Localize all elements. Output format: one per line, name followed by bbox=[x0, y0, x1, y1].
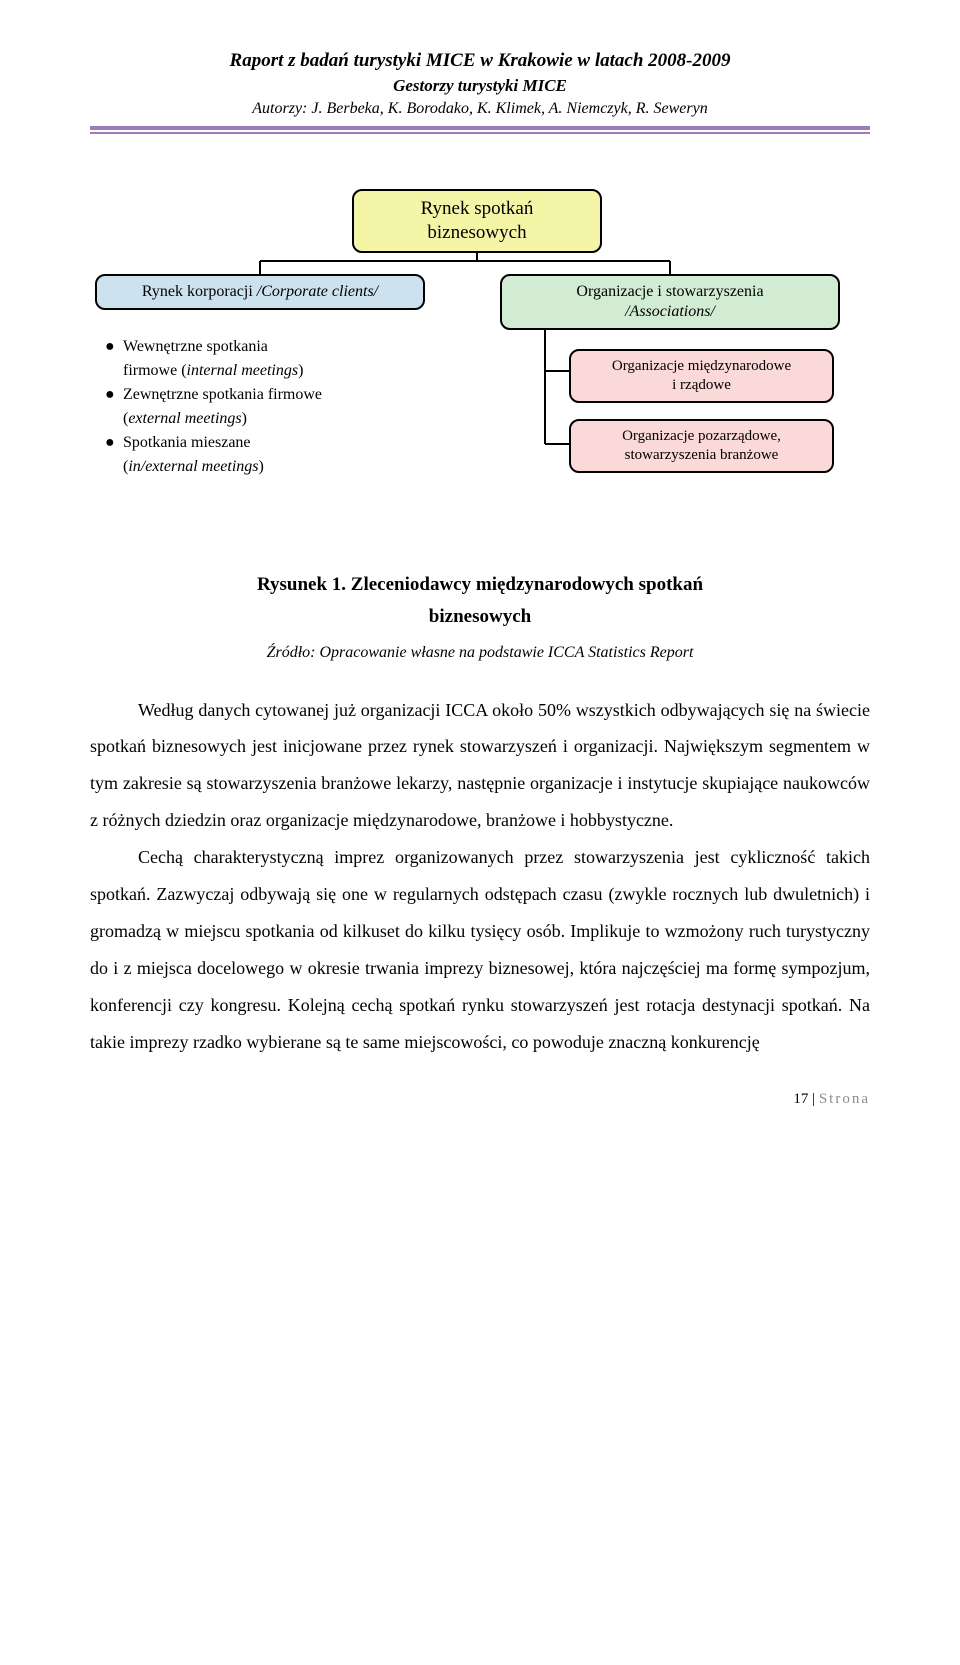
bullet-icon: ● bbox=[105, 383, 123, 431]
figure-caption: Rysunek 1. Zleceniodawcy międzynarodowyc… bbox=[90, 569, 870, 634]
paragraph-2: Cechą charakterystyczną imprez organizow… bbox=[90, 839, 870, 1060]
bullet-text: (external meetings) bbox=[123, 410, 247, 427]
bullet-text: Zewnętrzne spotkania firmowe bbox=[123, 386, 322, 403]
footer-label: Strona bbox=[819, 1091, 870, 1107]
node-corp-text-a: Rynek korporacji bbox=[142, 283, 257, 300]
page-footer: 17 | Strona bbox=[90, 1091, 870, 1108]
node-assoc-line2: /Associations/ bbox=[625, 303, 715, 320]
node-root-line1: Rynek spotkań bbox=[421, 198, 534, 219]
bullet-icon: ● bbox=[105, 431, 123, 479]
header-rule-thin bbox=[90, 132, 870, 134]
report-title: Raport z badań turystyki MICE w Krakowie… bbox=[90, 50, 870, 72]
node-international: Organizacje międzynarodowe i rządowe bbox=[569, 349, 834, 403]
node-ngo-line2: stowarzyszenia branżowe bbox=[625, 447, 779, 463]
org-tree-diagram: Rynek spotkań biznesowych Rynek korporac… bbox=[90, 189, 870, 539]
list-item: ● Zewnętrzne spotkania firmowe (external… bbox=[105, 383, 415, 431]
figure-caption-line2: biznesowych bbox=[429, 606, 531, 627]
footer-sep: | bbox=[808, 1091, 819, 1107]
list-item: ● Wewnętrzne spotkania firmowe (internal… bbox=[105, 335, 415, 383]
header-rule bbox=[90, 126, 870, 130]
list-item: ● Spotkania mieszane (in/external meetin… bbox=[105, 431, 415, 479]
report-subtitle: Gestorzy turystyki MICE bbox=[90, 76, 870, 96]
figure-caption-line1: Rysunek 1. Zleceniodawcy międzynarodowyc… bbox=[257, 574, 703, 595]
node-corp-text-b: /Corporate clients/ bbox=[257, 283, 378, 300]
node-assoc-line1: Organizacje i stowarzyszenia bbox=[576, 283, 763, 300]
node-associations: Organizacje i stowarzyszenia /Associatio… bbox=[500, 274, 840, 330]
report-authors: Autorzy: J. Berbeka, K. Borodako, K. Kli… bbox=[90, 100, 870, 118]
node-intl-line2: i rządowe bbox=[672, 377, 731, 393]
bullet-icon: ● bbox=[105, 335, 123, 383]
node-corporate-list: ● Wewnętrzne spotkania firmowe (internal… bbox=[95, 329, 425, 485]
node-ngo-line1: Organizacje pozarządowe, bbox=[622, 428, 781, 444]
node-intl-line1: Organizacje międzynarodowe bbox=[612, 358, 791, 374]
page-header: Raport z badań turystyki MICE w Krakowie… bbox=[90, 50, 870, 118]
bullet-text: firmowe (internal meetings) bbox=[123, 362, 303, 379]
paragraph-1: Według danych cytowanej już organizacji … bbox=[90, 692, 870, 840]
bullet-text: (in/external meetings) bbox=[123, 458, 264, 475]
bullet-text: Spotkania mieszane bbox=[123, 434, 251, 451]
page-number: 17 bbox=[793, 1091, 808, 1107]
node-root: Rynek spotkań biznesowych bbox=[352, 189, 602, 253]
figure-source: Źródło: Opracowanie własne na podstawie … bbox=[90, 644, 870, 662]
node-corporate: Rynek korporacji /Corporate clients/ bbox=[95, 274, 425, 310]
node-root-line2: biznesowych bbox=[427, 222, 526, 243]
body-text: Według danych cytowanej już organizacji … bbox=[90, 692, 870, 1061]
node-ngo: Organizacje pozarządowe, stowarzyszenia … bbox=[569, 419, 834, 473]
bullet-text: Wewnętrzne spotkania bbox=[123, 338, 268, 355]
